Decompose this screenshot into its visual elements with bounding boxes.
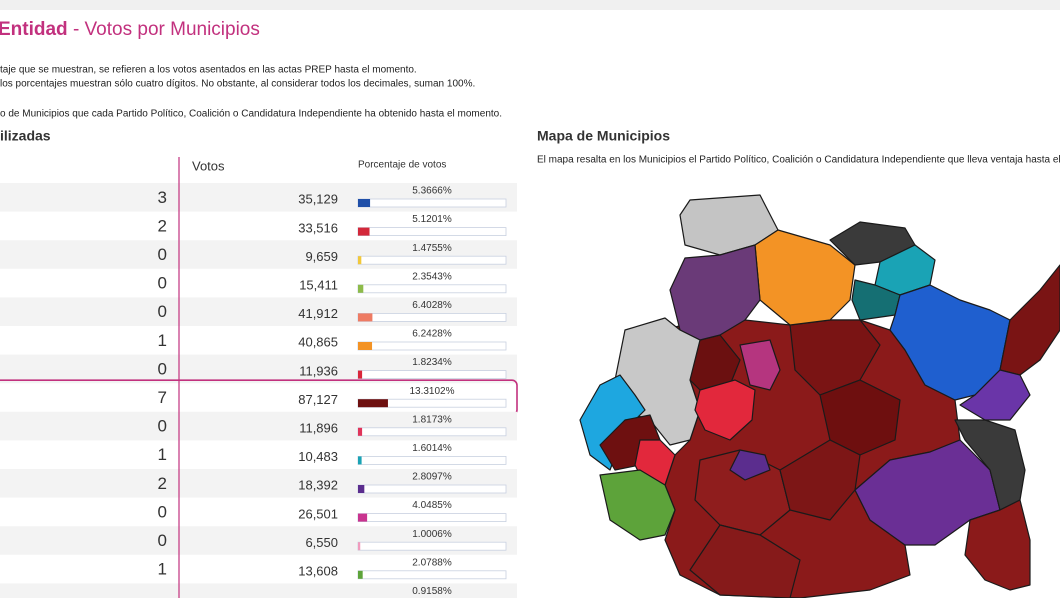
title-bold: Entidad: [0, 19, 68, 40]
percentage-bar: [358, 485, 365, 493]
percentage-label: 6.4028%: [412, 300, 452, 311]
municipalities-won: 2: [158, 216, 167, 235]
note: taje que se muestran, se refieren a los …: [0, 65, 417, 76]
votes: 40,865: [298, 335, 338, 350]
percentage-bar: [358, 284, 364, 293]
top-bar: [0, 0, 1060, 10]
municipality: [694, 379, 756, 441]
percentage-label: 6.2428%: [412, 329, 452, 340]
column-header: Porcentaje de votos: [358, 160, 446, 171]
municipalities-won: 1: [158, 445, 167, 464]
percentage-label: 5.3666%: [412, 186, 452, 197]
percentage-bar: [358, 370, 363, 379]
municipalities-won: 2: [158, 474, 167, 493]
percentage-label: 1.8173%: [412, 414, 452, 425]
percentage-track: [357, 570, 507, 580]
percentage-bar: [358, 313, 373, 322]
municipality: [669, 244, 761, 341]
percentage-track: [357, 541, 507, 551]
municipality: [579, 374, 646, 471]
percentage-track: [357, 341, 507, 351]
municipalities-won: 0: [158, 245, 167, 264]
percentage-bar: [358, 256, 362, 265]
table-body: 3 35,129 5.3666% 2 33,516 5.1201% 0 9,659 1.4755…: [0, 183, 518, 598]
percentage-track: [357, 227, 507, 237]
municipality: [689, 524, 801, 598]
percentage-track: [357, 513, 507, 522]
percentage-bar: [358, 456, 362, 465]
percentage-track: [357, 198, 507, 208]
municipalities-won: 0: [158, 359, 167, 378]
municipality: [739, 339, 781, 391]
votes: 11,896: [299, 421, 338, 436]
municipality: [964, 499, 1031, 591]
percentage-label: 2.3543%: [412, 271, 452, 282]
municipalities-won: 0: [158, 417, 167, 436]
votes: 18,392: [298, 478, 338, 493]
percentage-label: 0.9158%: [412, 586, 452, 597]
percentage-bar: [358, 227, 370, 236]
page-title: Entidad - Votos por Municipios: [0, 19, 260, 40]
percentage-bar: [358, 342, 373, 350]
percentage-bar: [358, 427, 363, 436]
row-background: [0, 583, 517, 598]
percentage-track: [357, 370, 507, 380]
percentage-label: 4.0485%: [412, 500, 452, 511]
percentage-label: 2.0788%: [412, 557, 452, 568]
municipalities-won: 7: [158, 388, 167, 407]
municipality: [789, 319, 881, 396]
percentage-label: 2.8097%: [412, 472, 452, 483]
votes: 87,127: [298, 392, 338, 407]
map-note: El mapa resalta en los Municipios el Par…: [537, 155, 1060, 166]
title-rest: - Votos por Municipios: [68, 19, 260, 40]
votes: 15,411: [299, 278, 338, 293]
municipalities-won: 0: [158, 274, 167, 293]
percentage-track: [357, 255, 507, 265]
note: los porcentajes muestran sólo cuatro díg…: [0, 79, 475, 90]
votes: 26,501: [298, 506, 338, 521]
percentage-track: [357, 284, 507, 294]
percentage-label: 5.1201%: [412, 214, 452, 225]
votes: 9,659: [305, 249, 338, 264]
municipality: [959, 369, 1031, 421]
percentage-label: 1.4755%: [412, 243, 452, 254]
votes: 13,608: [298, 564, 338, 579]
votes: 33,516: [298, 220, 338, 235]
municipalities-won: 0: [158, 502, 167, 521]
percentage-track: [357, 427, 507, 437]
municipalities-won: 0: [158, 531, 167, 550]
column-header: Votos: [192, 158, 225, 173]
percentage-track: [357, 455, 507, 465]
municipalities-won: 0: [158, 302, 167, 321]
municipality: [754, 229, 856, 326]
municipality: [599, 469, 676, 541]
municipalities-won: 1: [158, 560, 167, 579]
percentage-label: 1.0006%: [412, 529, 452, 540]
municipalities-won: 1: [158, 331, 167, 350]
municipalities-won: 3: [158, 188, 167, 207]
percentage-label: 1.6014%: [412, 443, 452, 454]
percentage-bar: [358, 542, 361, 551]
note: o de Municipios que cada Partido Polític…: [0, 109, 502, 120]
percentage-track: [357, 484, 507, 494]
percentage-label: 1.8234%: [412, 357, 452, 368]
percentage-bar: [358, 570, 363, 579]
municipality: [729, 449, 771, 481]
percentage-bar: [358, 199, 371, 207]
votes: 35,129: [298, 192, 338, 207]
percentage-bar: [358, 399, 388, 408]
map-title: Mapa de Municipios: [537, 128, 670, 144]
votes: 11,936: [299, 363, 338, 378]
votes: 10,483: [298, 449, 338, 464]
table-title: ilizadas: [0, 128, 51, 144]
percentage-track: [357, 312, 507, 322]
votes: 41,912: [298, 306, 338, 321]
votes: 6,550: [305, 535, 338, 550]
percentage-label: 13.3102%: [409, 386, 454, 397]
map: [579, 194, 1060, 598]
percentage-bar: [358, 513, 368, 522]
